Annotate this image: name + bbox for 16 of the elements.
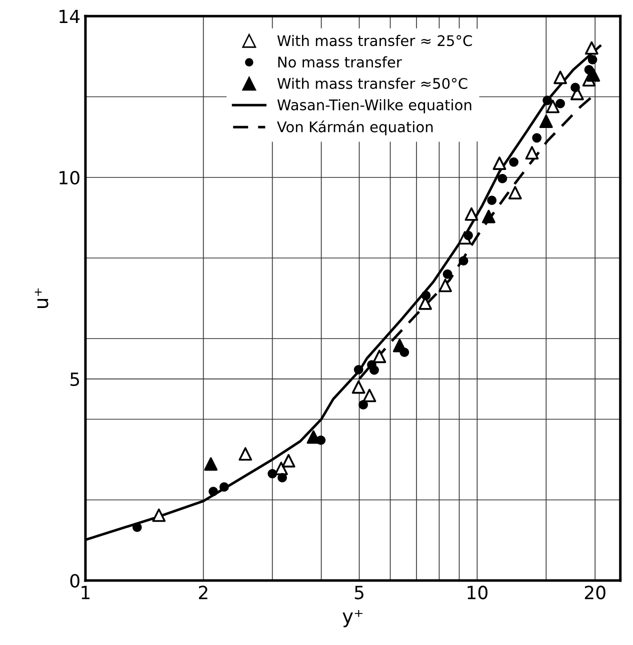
y-tick-label: 5	[70, 372, 80, 386]
x-axis-title: y⁺	[342, 610, 362, 628]
y-tick-label: 0	[70, 574, 80, 588]
x-tick-label: 20	[584, 586, 606, 600]
x-tick-label: 1	[82, 586, 90, 600]
x-tick-label: 5	[354, 586, 364, 600]
y-axis-title: u⁺	[34, 288, 48, 308]
legend-label: Von Kármán equation	[276, 120, 433, 136]
legend-label: Wasan-Tien-Wilke equation	[277, 99, 472, 114]
x-tick-label: 10	[468, 586, 488, 600]
y-tick-label: 14	[60, 10, 80, 23]
legend-label: With mass transfer ≈ 25°C	[277, 34, 472, 46]
legend-label: No mass transfer	[278, 56, 402, 68]
y-tick-label: 10	[60, 170, 80, 184]
legend-label: With mass transfer ≈50°C	[277, 78, 468, 89]
x-tick-label: 2	[198, 586, 208, 600]
